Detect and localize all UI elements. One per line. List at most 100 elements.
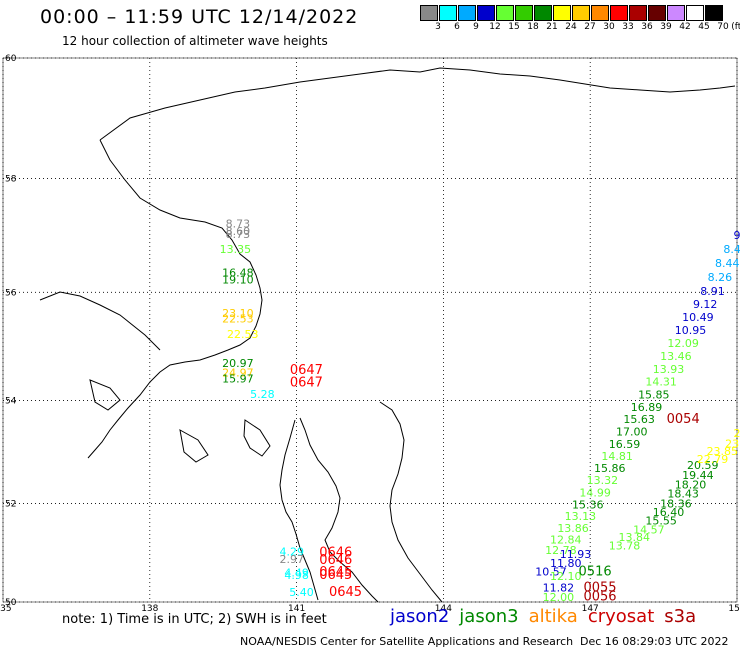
wave-height-value: 11.93 xyxy=(560,548,592,561)
generation-timestamp: Dec 16 08:29:03 UTC 2022 xyxy=(580,635,729,648)
legend-swatch xyxy=(705,5,723,21)
wave-height-value: 13.93 xyxy=(653,363,685,376)
wave-height-value: 10.95 xyxy=(675,324,707,337)
legend-label: 30 xyxy=(603,22,615,32)
wave-height-value: 5.28 xyxy=(250,388,275,401)
legend-label: 27 xyxy=(584,22,596,32)
legend-label: 36 xyxy=(641,22,653,32)
wave-height-value: 8.4 xyxy=(723,243,740,256)
wave-height-value: 15.97 xyxy=(222,372,254,385)
wave-height-value: 14.81 xyxy=(601,450,633,463)
legend-swatch xyxy=(515,5,533,21)
wave-height-value: 19.10 xyxy=(222,273,254,286)
wave-height-value: 8.73 xyxy=(226,218,251,231)
satellite-name: jason2 xyxy=(390,606,450,627)
wave-height-value: 20.59 xyxy=(687,459,719,472)
legend-swatch xyxy=(686,5,704,21)
legend-label: 39 xyxy=(660,22,672,32)
wave-height-value: 23.10 xyxy=(222,307,254,320)
credit-line: NOAA/NESDIS Center for Satellite Applica… xyxy=(240,635,574,648)
pass-time-label: 0645 xyxy=(319,568,352,583)
legend-swatch xyxy=(496,5,514,21)
wave-height-value: 14.57 xyxy=(633,523,665,536)
lat-tick-label: 52 xyxy=(5,499,16,509)
legend-unit: (ft) xyxy=(731,22,740,32)
wave-height-value: 13.46 xyxy=(660,350,692,363)
wave-height-value: 15.55 xyxy=(645,515,677,528)
wave-height-value: 13.35 xyxy=(220,243,252,256)
wave-height-value: 15.36 xyxy=(572,498,604,511)
wave-height-value: 16.40 xyxy=(653,506,685,519)
wave-height-value: 13.86 xyxy=(557,522,589,535)
wave-height-value: 8.60 xyxy=(226,225,251,238)
lon-tick-label: 150 xyxy=(728,604,740,614)
legend-label: 3 xyxy=(435,22,441,32)
wave-height-value: 22.79 xyxy=(697,453,729,466)
legend-label: 15 xyxy=(508,22,520,32)
legend-swatch xyxy=(458,5,476,21)
wave-height-value: 18.36 xyxy=(660,497,692,510)
wave-height-value: 2 xyxy=(734,427,740,440)
legend-swatch xyxy=(591,5,609,21)
wave-height-value: 14.99 xyxy=(579,486,611,499)
page-subtitle: 12 hour collection of altimeter wave hei… xyxy=(62,34,328,48)
legend-swatch xyxy=(610,5,628,21)
satellite-name: s3a xyxy=(664,606,697,627)
lat-tick-label: 56 xyxy=(5,288,17,298)
legend-swatch xyxy=(667,5,685,21)
satellite-name: cryosat xyxy=(587,606,655,627)
wave-height-value: 12.84 xyxy=(550,533,582,546)
wave-height-value: 2.97 xyxy=(279,553,304,566)
pass-time-label: 0516 xyxy=(579,564,612,579)
pass-time-label: 0646 xyxy=(319,546,352,561)
pass-time-label: 0645 xyxy=(319,565,352,580)
coast-okhotsk-north xyxy=(99,67,736,141)
legend-label: 42 xyxy=(679,22,691,32)
pass-time-label: 0056 xyxy=(583,590,616,605)
wave-height-value: 16.59 xyxy=(609,438,641,451)
legend-label: 33 xyxy=(622,22,634,32)
lon-tick-label: 141 xyxy=(288,604,305,614)
wave-height-value: 10.57 xyxy=(535,565,567,578)
satellite-legend: jason2 jason3 altika cryosat s3a xyxy=(390,606,706,627)
lon-tick-label: 138 xyxy=(141,604,158,614)
wave-height-value: 4.29 xyxy=(279,546,304,559)
wave-height-value: 13.32 xyxy=(587,474,619,487)
coast-sakhalin xyxy=(299,417,379,603)
legend-swatch xyxy=(572,5,590,21)
wave-height-value: 11.80 xyxy=(550,557,582,570)
wave-height-value: 15.86 xyxy=(594,462,626,475)
wave-height-value: 8.44 xyxy=(715,257,740,270)
footer-note: note: 1) Time is in UTC; 2) SWH is in fe… xyxy=(62,612,327,627)
legend-label: 21 xyxy=(546,22,558,32)
legend-swatch xyxy=(420,5,438,21)
coast-sakhalin-east xyxy=(379,401,443,603)
legend-swatch xyxy=(629,5,647,21)
legend-label: 24 xyxy=(565,22,577,32)
lat-tick-label: 54 xyxy=(5,396,17,406)
legend-label: 6 xyxy=(454,22,460,32)
wave-height-value: 12.10 xyxy=(550,570,582,583)
wave-height-value: 12.09 xyxy=(667,337,699,350)
wave-height-value: 22.53 xyxy=(227,328,259,341)
coast-east-asia xyxy=(87,139,263,459)
wave-height-value: 18.43 xyxy=(667,487,699,500)
lat-tick-label: 60 xyxy=(5,54,17,64)
lat-lon-grid xyxy=(2,57,738,603)
pass-time-label: 0647 xyxy=(290,376,323,391)
axis-labels: 135 138 141 144 147 150 60 58 56 54 52 50 xyxy=(0,54,740,614)
wave-height-value: 12.78 xyxy=(545,544,577,557)
wave-height-value: 14.31 xyxy=(645,376,677,389)
wave-height-value: 12.00 xyxy=(543,591,575,604)
lat-tick-label: 58 xyxy=(5,174,17,184)
pass-time-label: 0647 xyxy=(290,363,323,378)
satellite-name: jason3 xyxy=(459,606,519,627)
wave-height-value: 4.49 xyxy=(284,566,309,579)
wave-height-value: 15.63 xyxy=(623,413,655,426)
wave-height-value: 5.40 xyxy=(289,586,314,599)
wave-height-value: 17.00 xyxy=(616,425,648,438)
legend-swatch xyxy=(477,5,495,21)
lon-tick-label: 144 xyxy=(435,604,452,614)
wave-height-value: 20.97 xyxy=(222,357,254,370)
